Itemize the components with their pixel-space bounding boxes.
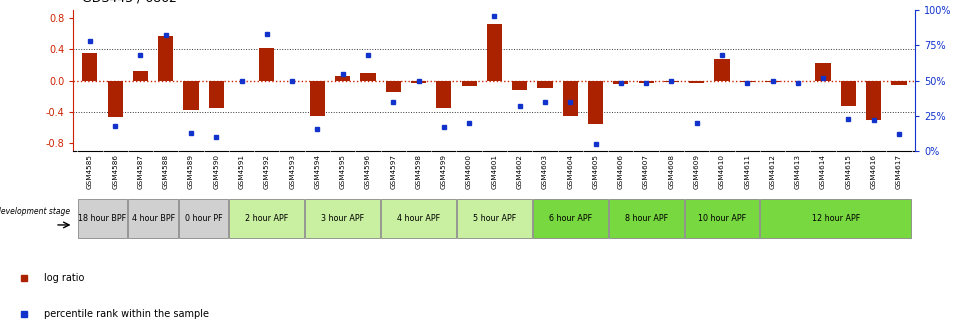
Bar [436, 81, 451, 108]
Bar [82, 53, 98, 81]
Bar [179, 199, 228, 238]
Text: GSM4599: GSM4599 [440, 154, 446, 189]
Bar [259, 48, 274, 81]
Text: GSM4595: GSM4595 [339, 154, 345, 189]
Bar [229, 199, 304, 238]
Text: GSM4613: GSM4613 [794, 154, 800, 189]
Text: 5 hour APF: 5 hour APF [472, 214, 515, 223]
Bar [608, 199, 683, 238]
Bar [380, 199, 456, 238]
Text: development stage: development stage [0, 207, 69, 216]
Bar [305, 199, 379, 238]
Bar [739, 81, 754, 82]
Bar [457, 199, 531, 238]
Text: GSM4608: GSM4608 [668, 154, 674, 189]
Bar [612, 81, 628, 84]
Text: GSM4591: GSM4591 [239, 154, 244, 189]
Text: GSM4606: GSM4606 [617, 154, 623, 189]
Text: 6 hour APF: 6 hour APF [548, 214, 592, 223]
Text: 10 hour APF: 10 hour APF [697, 214, 745, 223]
Text: GSM4604: GSM4604 [566, 154, 573, 189]
Text: 8 hour APF: 8 hour APF [624, 214, 667, 223]
Text: 4 hour APF: 4 hour APF [396, 214, 440, 223]
Bar [890, 81, 906, 85]
Text: GSM4590: GSM4590 [213, 154, 219, 189]
Bar [684, 199, 759, 238]
Bar [511, 81, 527, 90]
Bar [638, 81, 653, 83]
Bar [714, 59, 729, 81]
Text: GSM4586: GSM4586 [112, 154, 118, 189]
Text: GSM4589: GSM4589 [188, 154, 194, 189]
Text: 3 hour APF: 3 hour APF [321, 214, 364, 223]
Bar [486, 24, 502, 81]
Bar [562, 81, 577, 116]
Text: GSM4605: GSM4605 [592, 154, 598, 189]
Bar [866, 81, 880, 120]
Bar [764, 81, 779, 82]
Bar [360, 73, 376, 81]
Bar [77, 199, 127, 238]
Bar [334, 76, 350, 81]
Bar [158, 36, 173, 81]
Text: GSM4617: GSM4617 [895, 154, 901, 189]
Text: GSM4615: GSM4615 [844, 154, 851, 189]
Bar [208, 81, 224, 108]
Bar [663, 81, 679, 82]
Text: GDS443 / 6862: GDS443 / 6862 [82, 0, 177, 4]
Text: GSM4588: GSM4588 [162, 154, 168, 189]
Text: GSM4600: GSM4600 [466, 154, 471, 189]
Text: 2 hour APF: 2 hour APF [244, 214, 289, 223]
Text: GSM4607: GSM4607 [643, 154, 648, 189]
Bar [689, 81, 703, 83]
Bar [133, 71, 148, 81]
Text: GSM4603: GSM4603 [542, 154, 548, 189]
Text: GSM4585: GSM4585 [87, 154, 93, 189]
Bar [760, 199, 911, 238]
Text: GSM4598: GSM4598 [415, 154, 422, 189]
Text: GSM4614: GSM4614 [820, 154, 825, 189]
Text: log ratio: log ratio [44, 273, 84, 283]
Bar [309, 81, 325, 116]
Text: GSM4602: GSM4602 [516, 154, 522, 189]
Bar [461, 81, 476, 86]
Bar [532, 199, 607, 238]
Text: 12 hour APF: 12 hour APF [811, 214, 859, 223]
Text: GSM4597: GSM4597 [390, 154, 396, 189]
Text: GSM4594: GSM4594 [314, 154, 320, 189]
Text: GSM4609: GSM4609 [693, 154, 699, 189]
Text: GSM4596: GSM4596 [365, 154, 371, 189]
Text: percentile rank within the sample: percentile rank within the sample [44, 309, 209, 319]
Bar [840, 81, 855, 106]
Text: 18 hour BPF: 18 hour BPF [78, 214, 126, 223]
Bar [183, 81, 199, 111]
Bar [537, 81, 552, 88]
Bar [128, 199, 178, 238]
Text: GSM4611: GSM4611 [743, 154, 749, 189]
Text: GSM4612: GSM4612 [769, 154, 775, 189]
Text: GSM4592: GSM4592 [264, 154, 270, 189]
Bar [411, 81, 425, 83]
Text: GSM4610: GSM4610 [718, 154, 724, 189]
Text: GSM4601: GSM4601 [491, 154, 497, 189]
Bar [385, 81, 400, 92]
Bar [588, 81, 602, 124]
Text: GSM4593: GSM4593 [289, 154, 294, 189]
Text: GSM4616: GSM4616 [869, 154, 875, 189]
Bar [815, 64, 829, 81]
Text: GSM4587: GSM4587 [137, 154, 144, 189]
Text: 0 hour PF: 0 hour PF [185, 214, 222, 223]
Text: 4 hour BPF: 4 hour BPF [131, 214, 174, 223]
Bar [108, 81, 122, 118]
